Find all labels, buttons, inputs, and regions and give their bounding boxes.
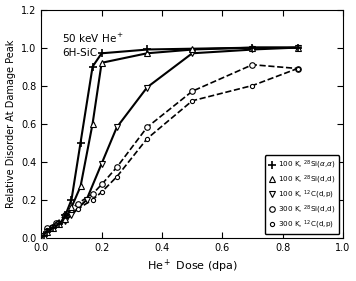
Legend: 100 K, $^{28}$Si($\alpha$,$\alpha$), 100 K, $^{28}$Si(d,d), 100 K, $^{12}$C(d,p): 100 K, $^{28}$Si($\alpha$,$\alpha$), 100…	[265, 155, 339, 234]
X-axis label: He$^+$ Dose (dpa): He$^+$ Dose (dpa)	[147, 258, 237, 275]
Text: 50 keV He$^+$: 50 keV He$^+$	[62, 32, 125, 46]
Y-axis label: Relative Disorder At Damage Peak: Relative Disorder At Damage Peak	[6, 39, 16, 208]
Text: 6H-SiC: 6H-SiC	[62, 47, 98, 58]
